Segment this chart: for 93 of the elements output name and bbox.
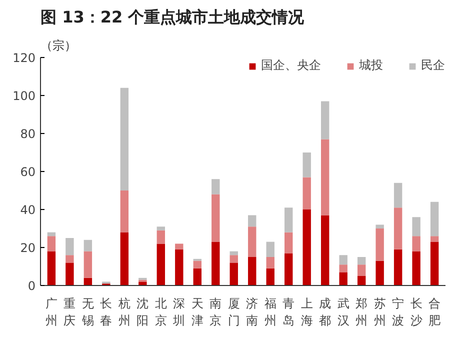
bar <box>175 249 184 286</box>
bar <box>212 179 220 194</box>
y-tick-label: 80 <box>20 127 36 141</box>
bar <box>212 242 220 286</box>
x-tick-label: 广州 <box>45 296 58 328</box>
legend-label: 民企 <box>421 57 445 74</box>
bar <box>156 226 166 230</box>
bar <box>138 282 147 286</box>
y-tick-label: 120 <box>12 51 36 65</box>
y-tick-label: 40 <box>20 203 36 217</box>
x-tick-label: 济南 <box>246 296 258 328</box>
bar <box>84 251 92 278</box>
bar <box>284 208 293 232</box>
x-tick-label: 深圳 <box>172 296 186 328</box>
y-tick-label: 60 <box>20 165 36 179</box>
bar <box>430 202 439 236</box>
legend-label: 国企、央企 <box>261 57 321 74</box>
x-tick-label: 苏州 <box>374 296 386 328</box>
bar <box>412 217 420 236</box>
bar <box>320 139 330 216</box>
bar <box>47 232 56 236</box>
x-tick-label: 北京 <box>154 296 167 328</box>
bar <box>376 224 384 228</box>
x-tick-label: 杭州 <box>117 296 130 328</box>
bar <box>120 232 129 286</box>
x-tick-label: 郑州 <box>356 296 368 328</box>
y-tick-label: 100 <box>12 89 36 103</box>
bar <box>339 272 348 286</box>
bar <box>230 251 238 256</box>
bar <box>339 255 348 265</box>
bar <box>193 260 202 268</box>
x-tick-label: 长沙 <box>410 296 422 328</box>
bar <box>320 101 330 140</box>
bar <box>248 257 256 286</box>
bar <box>302 210 311 286</box>
y-axis-title: （宗） <box>40 38 76 52</box>
bar <box>412 251 420 286</box>
x-tick-label: 上海 <box>300 296 313 328</box>
bar <box>248 215 256 227</box>
bar <box>320 215 330 286</box>
x-tick-label: 青岛 <box>282 296 295 328</box>
legend-label: 城投 <box>359 57 383 74</box>
bar <box>230 262 238 286</box>
bar <box>193 268 202 286</box>
bar <box>84 240 92 252</box>
bar <box>84 278 92 286</box>
x-tick-label: 重庆 <box>64 296 76 328</box>
bar <box>266 257 274 268</box>
x-tick-label: 沈阳 <box>136 296 149 328</box>
x-tick-label: 厦门 <box>228 296 240 328</box>
x-tick-label: 武汉 <box>337 296 350 328</box>
bar <box>212 194 220 242</box>
bar <box>357 264 366 276</box>
bar <box>175 244 184 250</box>
x-tick-label: 南京 <box>210 296 222 328</box>
bar <box>120 88 129 190</box>
bar <box>430 236 439 242</box>
bar <box>266 242 274 257</box>
bar <box>376 228 384 261</box>
bar <box>284 253 293 286</box>
bar <box>412 236 420 252</box>
bar <box>266 268 274 286</box>
bar <box>66 262 74 286</box>
bar <box>430 242 439 286</box>
chart-title: 图 13：22 个重点城市土地成交情况 <box>40 8 306 26</box>
y-tick-label: 20 <box>20 241 36 255</box>
x-tick-label: 宁波 <box>392 296 404 328</box>
bar <box>394 208 402 250</box>
x-tick-label: 长春 <box>100 296 112 328</box>
bar <box>302 177 311 210</box>
bar <box>357 276 366 286</box>
bar <box>394 249 402 286</box>
bar <box>66 238 74 256</box>
bar <box>357 257 366 265</box>
x-tick-label: 天津 <box>191 296 204 328</box>
x-tick-label: 无锡 <box>80 296 94 328</box>
x-tick-label: 福州 <box>264 296 276 328</box>
bar <box>248 226 256 257</box>
bar <box>120 190 129 232</box>
x-tick-label: 成都 <box>319 296 332 328</box>
x-tick-label: 合肥 <box>428 296 441 328</box>
bar <box>376 260 384 286</box>
bar <box>339 264 348 272</box>
bar <box>156 230 166 244</box>
bar <box>230 255 238 263</box>
bar <box>284 232 293 254</box>
bar <box>156 244 166 286</box>
bar <box>66 255 74 263</box>
bar <box>47 251 56 286</box>
bar <box>47 236 56 252</box>
bar <box>394 182 402 208</box>
y-tick-label: 0 <box>28 279 36 293</box>
bar <box>302 152 311 178</box>
